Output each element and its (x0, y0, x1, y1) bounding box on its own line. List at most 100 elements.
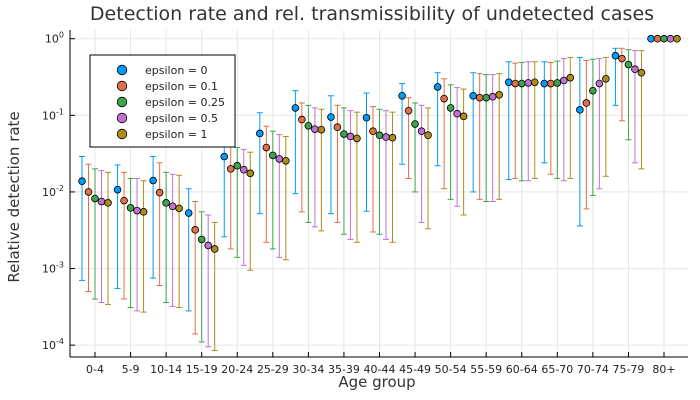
x-tick-label: 60-64 (506, 363, 538, 376)
data-point (398, 91, 406, 100)
legend-label: epsilon = 0.1 (145, 80, 218, 93)
legend-marker (116, 80, 128, 92)
y-tick-label: 10-2 (42, 184, 64, 199)
legend-label: epsilon = 0 (145, 64, 208, 77)
x-tick-label: 55-59 (470, 363, 502, 376)
x-tick-label: 50-54 (435, 363, 467, 376)
data-point (582, 99, 591, 107)
x-tick-label: 80+ (652, 363, 675, 376)
data-point (184, 209, 193, 217)
data-point (666, 34, 675, 43)
x-tick-label: 10-14 (150, 363, 182, 376)
data-point (488, 92, 497, 101)
data-point (618, 54, 626, 63)
data-point (282, 156, 290, 165)
data-point (239, 165, 248, 174)
data-point (91, 194, 99, 203)
data-point (631, 65, 639, 74)
data-point (624, 60, 633, 69)
data-point (459, 112, 468, 121)
data-point (524, 79, 533, 87)
data-point (446, 104, 455, 112)
x-tick-label: 5-9 (122, 363, 140, 376)
data-point (104, 199, 112, 207)
legend: epsilon = 0 epsilon = 0.1 epsilon = 0.25 ep… (89, 54, 236, 148)
data-point (84, 188, 93, 196)
data-point (233, 161, 242, 170)
data-point (553, 79, 562, 87)
x-tick-label: 65-70 (541, 363, 573, 376)
data-point (673, 34, 681, 43)
data-point (511, 79, 520, 88)
legend-label: epsilon = 0.5 (145, 112, 218, 125)
data-point (362, 113, 371, 122)
data-point (589, 86, 597, 95)
y-tick-label: 10-4 (42, 337, 64, 352)
data-point (327, 113, 335, 121)
y-tick-labels: 10-4 10-3 10-2 10-1 100 (42, 31, 64, 352)
data-point (333, 123, 342, 131)
data-point (469, 91, 477, 100)
data-point (133, 206, 141, 215)
data-point (210, 245, 219, 253)
data-point (369, 127, 377, 136)
data-point (340, 130, 348, 138)
data-point (220, 152, 229, 161)
data-point (120, 196, 128, 205)
data-point (424, 131, 432, 140)
legend-marker (116, 64, 128, 76)
data-point (346, 132, 355, 141)
data-point (547, 79, 555, 88)
data-point (560, 76, 568, 85)
data-point (540, 79, 549, 88)
data-point (256, 129, 264, 138)
x-tick-label: 75-79 (612, 363, 644, 376)
data-point (530, 78, 539, 87)
data-point (139, 208, 148, 216)
data-point (269, 151, 277, 160)
data-point (440, 94, 448, 103)
data-point (311, 125, 319, 133)
legend-label: epsilon = 1 (145, 128, 208, 141)
data-point (595, 79, 604, 88)
data-point (113, 185, 122, 194)
x-tick-label: 25-29 (257, 363, 289, 376)
data-point (317, 125, 326, 134)
data-point (275, 155, 284, 163)
data-point (246, 169, 255, 178)
y-axis-label: Relative detection rate (5, 111, 23, 282)
data-point (304, 121, 313, 130)
data-point (191, 226, 199, 234)
data-point (149, 176, 157, 185)
data-point (382, 133, 390, 141)
data-point (298, 115, 306, 124)
x-tick-label: 20-24 (221, 363, 253, 376)
data-point (602, 74, 610, 83)
data-point (611, 51, 620, 60)
data-point (482, 93, 490, 102)
x-tick-label: 35-39 (328, 363, 360, 376)
legend-marker (116, 128, 128, 140)
data-point (388, 133, 397, 142)
data-point (404, 106, 413, 115)
data-point (155, 188, 164, 197)
data-point (653, 34, 662, 43)
x-axis-label: Age group (338, 373, 415, 391)
x-tick-label: 15-19 (186, 363, 218, 376)
data-point (433, 83, 442, 91)
data-point (417, 127, 426, 136)
x-tick-labels: 0-4 5-9 10-14 15-19 20-24 25-29 30-34 35-39 40-4… (86, 363, 676, 376)
x-tick-label: 70-74 (577, 363, 609, 376)
x-tick-label: 45-49 (399, 363, 431, 376)
y-tick-label: 10-1 (42, 107, 64, 122)
data-point (197, 235, 206, 244)
legend-label: epsilon = 0.25 (145, 96, 225, 109)
x-tick-label: 30-34 (292, 363, 324, 376)
data-point (453, 109, 461, 118)
data-point (262, 143, 271, 152)
x-tick-label: 40-44 (364, 363, 396, 376)
data-point (126, 204, 135, 212)
legend-box (89, 54, 236, 148)
data-point (566, 73, 575, 82)
